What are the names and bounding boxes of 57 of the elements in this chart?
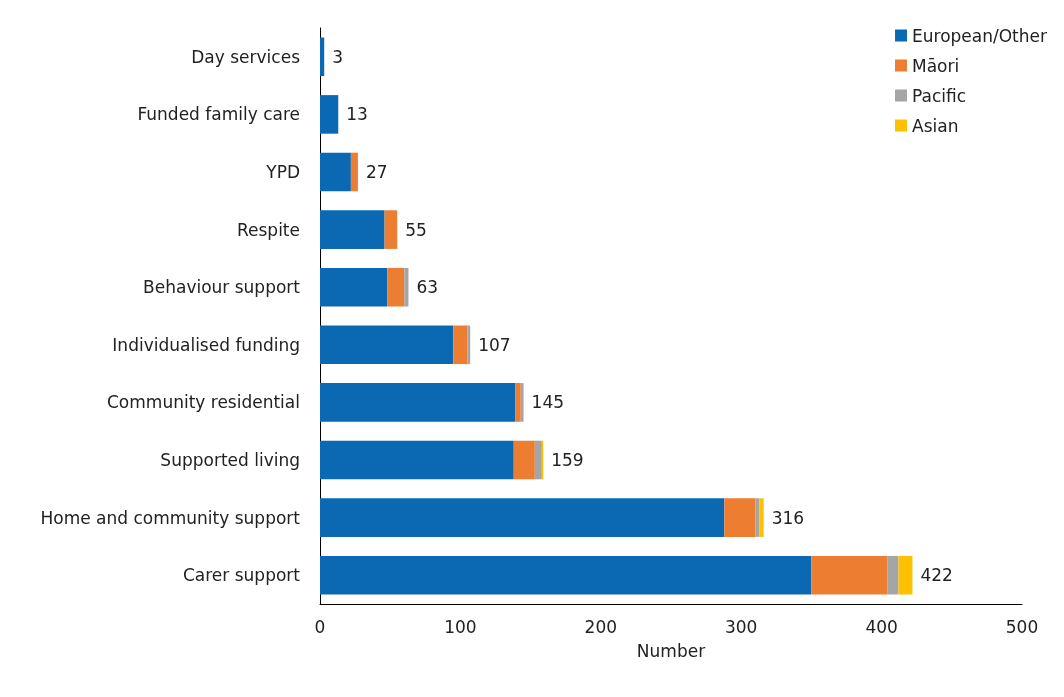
x-tick-label: 400	[865, 616, 898, 637]
y-tick-label: YPD	[265, 162, 300, 182]
total-label: 55	[405, 219, 427, 240]
y-tick-label: Supported living	[160, 450, 300, 470]
y-tick-label: Funded family care	[137, 104, 300, 125]
bar	[520, 383, 524, 422]
bar	[384, 210, 398, 249]
bar	[320, 37, 325, 77]
total-label: 13	[346, 104, 368, 125]
total-label: 63	[416, 277, 439, 298]
bar	[350, 152, 358, 192]
bar	[513, 440, 535, 480]
total-label: 316	[771, 507, 805, 528]
total-label: 422	[920, 565, 953, 586]
bar	[320, 383, 516, 422]
y-tick-label: Community residential	[106, 392, 300, 413]
total-label: 27	[365, 162, 388, 182]
y-tick-label: Home and community support	[40, 507, 301, 528]
legend-label: Pacific	[912, 85, 967, 106]
bar	[404, 267, 409, 307]
legend-label: Māori	[912, 55, 960, 76]
bar	[534, 440, 542, 480]
bar	[320, 498, 725, 537]
y-tick-label: Behaviour support	[143, 277, 301, 298]
x-tick-label: 0	[314, 616, 326, 637]
y-tick-label: Day services	[191, 46, 301, 67]
total-label: 145	[531, 392, 565, 413]
total-label: 107	[478, 334, 511, 355]
bar	[320, 555, 812, 595]
x-tick-label: 500	[1005, 616, 1039, 637]
y-tick-label: Respite	[236, 219, 300, 240]
x-tick-label: 100	[444, 616, 477, 637]
total-label: 3	[332, 46, 344, 67]
bar	[320, 95, 339, 134]
legend-label: European/Other	[912, 25, 1048, 46]
bar	[755, 498, 760, 537]
x-axis-title: Number	[636, 640, 706, 661]
y-tick-label: Individualised funding	[112, 334, 300, 355]
bar	[467, 325, 471, 365]
bar	[811, 555, 888, 595]
bar	[320, 440, 514, 480]
legend-label: Asian	[912, 115, 959, 136]
total-label: 159	[551, 450, 584, 470]
bar	[320, 267, 388, 307]
bar	[387, 267, 405, 307]
y-tick-label: Carer support	[182, 565, 301, 586]
bar	[759, 498, 764, 537]
bar	[898, 555, 913, 595]
bar	[320, 325, 454, 365]
bar	[453, 325, 468, 365]
bar	[887, 555, 899, 595]
bar	[320, 210, 385, 249]
bar	[724, 498, 756, 537]
bar	[320, 152, 351, 192]
x-tick-label: 200	[584, 616, 618, 637]
bar	[515, 383, 521, 422]
x-tick-label: 300	[724, 616, 758, 637]
